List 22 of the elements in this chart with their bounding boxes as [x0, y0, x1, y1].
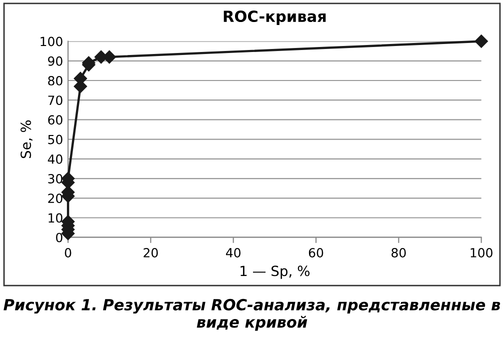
x-tick-label: 40 [226, 248, 240, 258]
y-tick-label: 90 [48, 56, 62, 66]
y-tick-label: 20 [48, 194, 62, 204]
y-axis-title: Se, % [20, 120, 32, 158]
point [474, 34, 488, 48]
y-tick-label: 30 [48, 174, 62, 184]
y-tick-label: 80 [48, 76, 62, 86]
x-axis-title: 1 — Sp, % [240, 266, 310, 279]
y-tick-label: 10 [48, 213, 62, 223]
text: Рисунок 1. Результаты ROC-анализа, представленные в виде кривой [4, 298, 500, 331]
y-tick-label: 0 [56, 232, 62, 242]
x-tick-label: 0 [64, 248, 72, 258]
y-tick-label: 50 [48, 134, 62, 144]
y-tick-label: 70 [48, 96, 62, 106]
x-tick-label: 20 [144, 248, 158, 258]
y-tick-label: 40 [48, 154, 62, 164]
x-tick-label: 80 [392, 248, 406, 258]
y-tick-label: 100 [40, 36, 62, 46]
y-tick-label: 60 [48, 115, 62, 125]
x-tick-label: 100 [470, 248, 492, 258]
x-tick-label: 60 [308, 248, 324, 258]
chart-title: ROC-кривая [224, 10, 326, 26]
